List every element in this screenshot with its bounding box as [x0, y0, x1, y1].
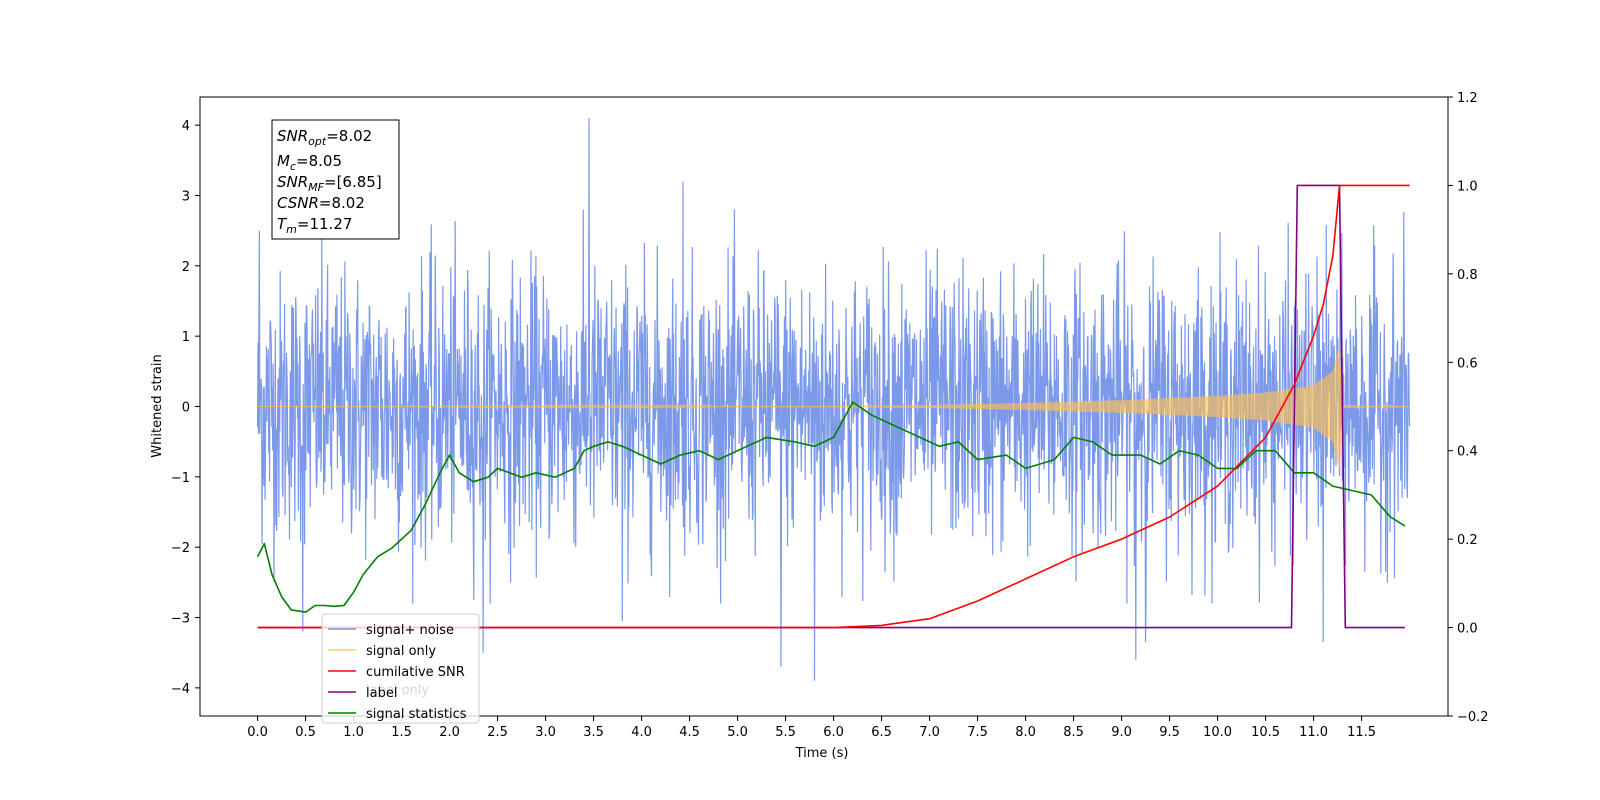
y-left-tick-label: 1	[182, 330, 190, 345]
x-axis-label: Time (s)	[795, 746, 849, 761]
y-right-tick-label: 1.2	[1457, 91, 1478, 106]
y-left-tick-label: 0	[182, 401, 190, 416]
legend-label: signal statistics	[366, 707, 467, 722]
stats-snr-mf: SNRMF=[6.85]	[277, 173, 382, 194]
y-axis-right: 1.2 1.0 0.8 0.6 0.4 0.2 0.0 −0.2	[1448, 91, 1489, 725]
x-tick-label: 8.5	[1063, 725, 1084, 740]
x-tick-label: 5.0	[727, 725, 748, 740]
y-left-tick-label: −3	[171, 612, 190, 627]
x-tick-label: 0.5	[295, 725, 316, 740]
stats-csnr: CSNR=8.02	[277, 194, 365, 212]
series-cumulative-snr	[257, 184, 1410, 629]
x-tick-label: 2.0	[439, 725, 460, 740]
legend-label: signal only	[366, 644, 436, 659]
x-tick-label: 11.5	[1347, 725, 1376, 740]
stats-box: SNRopt=8.02 Mc=8.05 SNRMF=[6.85] CSNR=8.…	[271, 119, 400, 240]
x-tick-label: 10.5	[1251, 725, 1280, 740]
x-tick-label: 10.0	[1203, 725, 1232, 740]
x-tick-label: 0.0	[247, 725, 268, 740]
x-tick-label: 4.0	[631, 725, 652, 740]
y-left-tick-label: −4	[171, 682, 190, 697]
y-right-tick-label: 0.6	[1457, 356, 1478, 371]
x-tick-label: 5.5	[775, 725, 796, 740]
x-tick-label: 9.0	[1111, 725, 1132, 740]
x-tick-label: 11.0	[1299, 725, 1328, 740]
plot-area	[256, 118, 1411, 681]
y-left-tick-label: −2	[171, 541, 190, 556]
x-axis: 0.0 0.5 1.0 1.5 2.0 2.5 3.0 3.5 4.0 4.5 5.0 5.5 6.0 6…	[247, 716, 1376, 740]
x-tick-label: 3.5	[583, 725, 604, 740]
y-right-tick-label: 1.0	[1457, 179, 1478, 194]
series-label	[257, 184, 1405, 629]
y-right-tick-label: 0.0	[1457, 622, 1478, 637]
legend-label: signal+ noise	[366, 623, 454, 638]
series-signal-only	[257, 343, 1410, 468]
legend: label only signal+ noise signal only cumil…	[321, 613, 480, 724]
y-right-tick-label: 0.4	[1457, 445, 1478, 460]
x-tick-label: 7.5	[967, 725, 988, 740]
y-right-tick-label: 0.8	[1457, 268, 1478, 283]
y-left-tick-label: 3	[182, 189, 190, 204]
x-tick-label: 8.0	[1015, 725, 1036, 740]
y-right-tick-label: 0.2	[1457, 533, 1478, 548]
y-axis-label: Whitened strain	[150, 354, 165, 457]
x-tick-label: 6.5	[871, 725, 892, 740]
y-right-tick-label: −0.2	[1457, 710, 1489, 725]
y-axis-left: 4 3 2 1 0 −1 −2 −3 −4	[171, 119, 200, 697]
x-tick-label: 2.5	[487, 725, 508, 740]
x-tick-label: 7.0	[919, 725, 940, 740]
series-signal-statistics	[256, 401, 1406, 613]
series-signal-plus-noise	[257, 118, 1411, 681]
legend-hidden-label-text: label only	[366, 683, 429, 698]
x-tick-label: 1.0	[343, 725, 364, 740]
x-tick-label: 1.5	[391, 725, 412, 740]
x-tick-label: 9.5	[1159, 725, 1180, 740]
stats-snr-opt: SNRopt=8.02	[277, 127, 372, 148]
x-tick-label: 4.5	[679, 725, 700, 740]
y-left-tick-label: −1	[171, 471, 190, 486]
x-tick-label: 6.0	[823, 725, 844, 740]
x-tick-label: 3.0	[535, 725, 556, 740]
legend-label: cumilative SNR	[366, 665, 465, 680]
legend-label: label	[366, 686, 397, 701]
y-left-tick-label: 2	[182, 260, 190, 275]
y-left-tick-label: 4	[182, 119, 190, 134]
stats-tm: Tm=11.27	[277, 215, 352, 236]
stats-mc: Mc=8.05	[277, 152, 342, 173]
